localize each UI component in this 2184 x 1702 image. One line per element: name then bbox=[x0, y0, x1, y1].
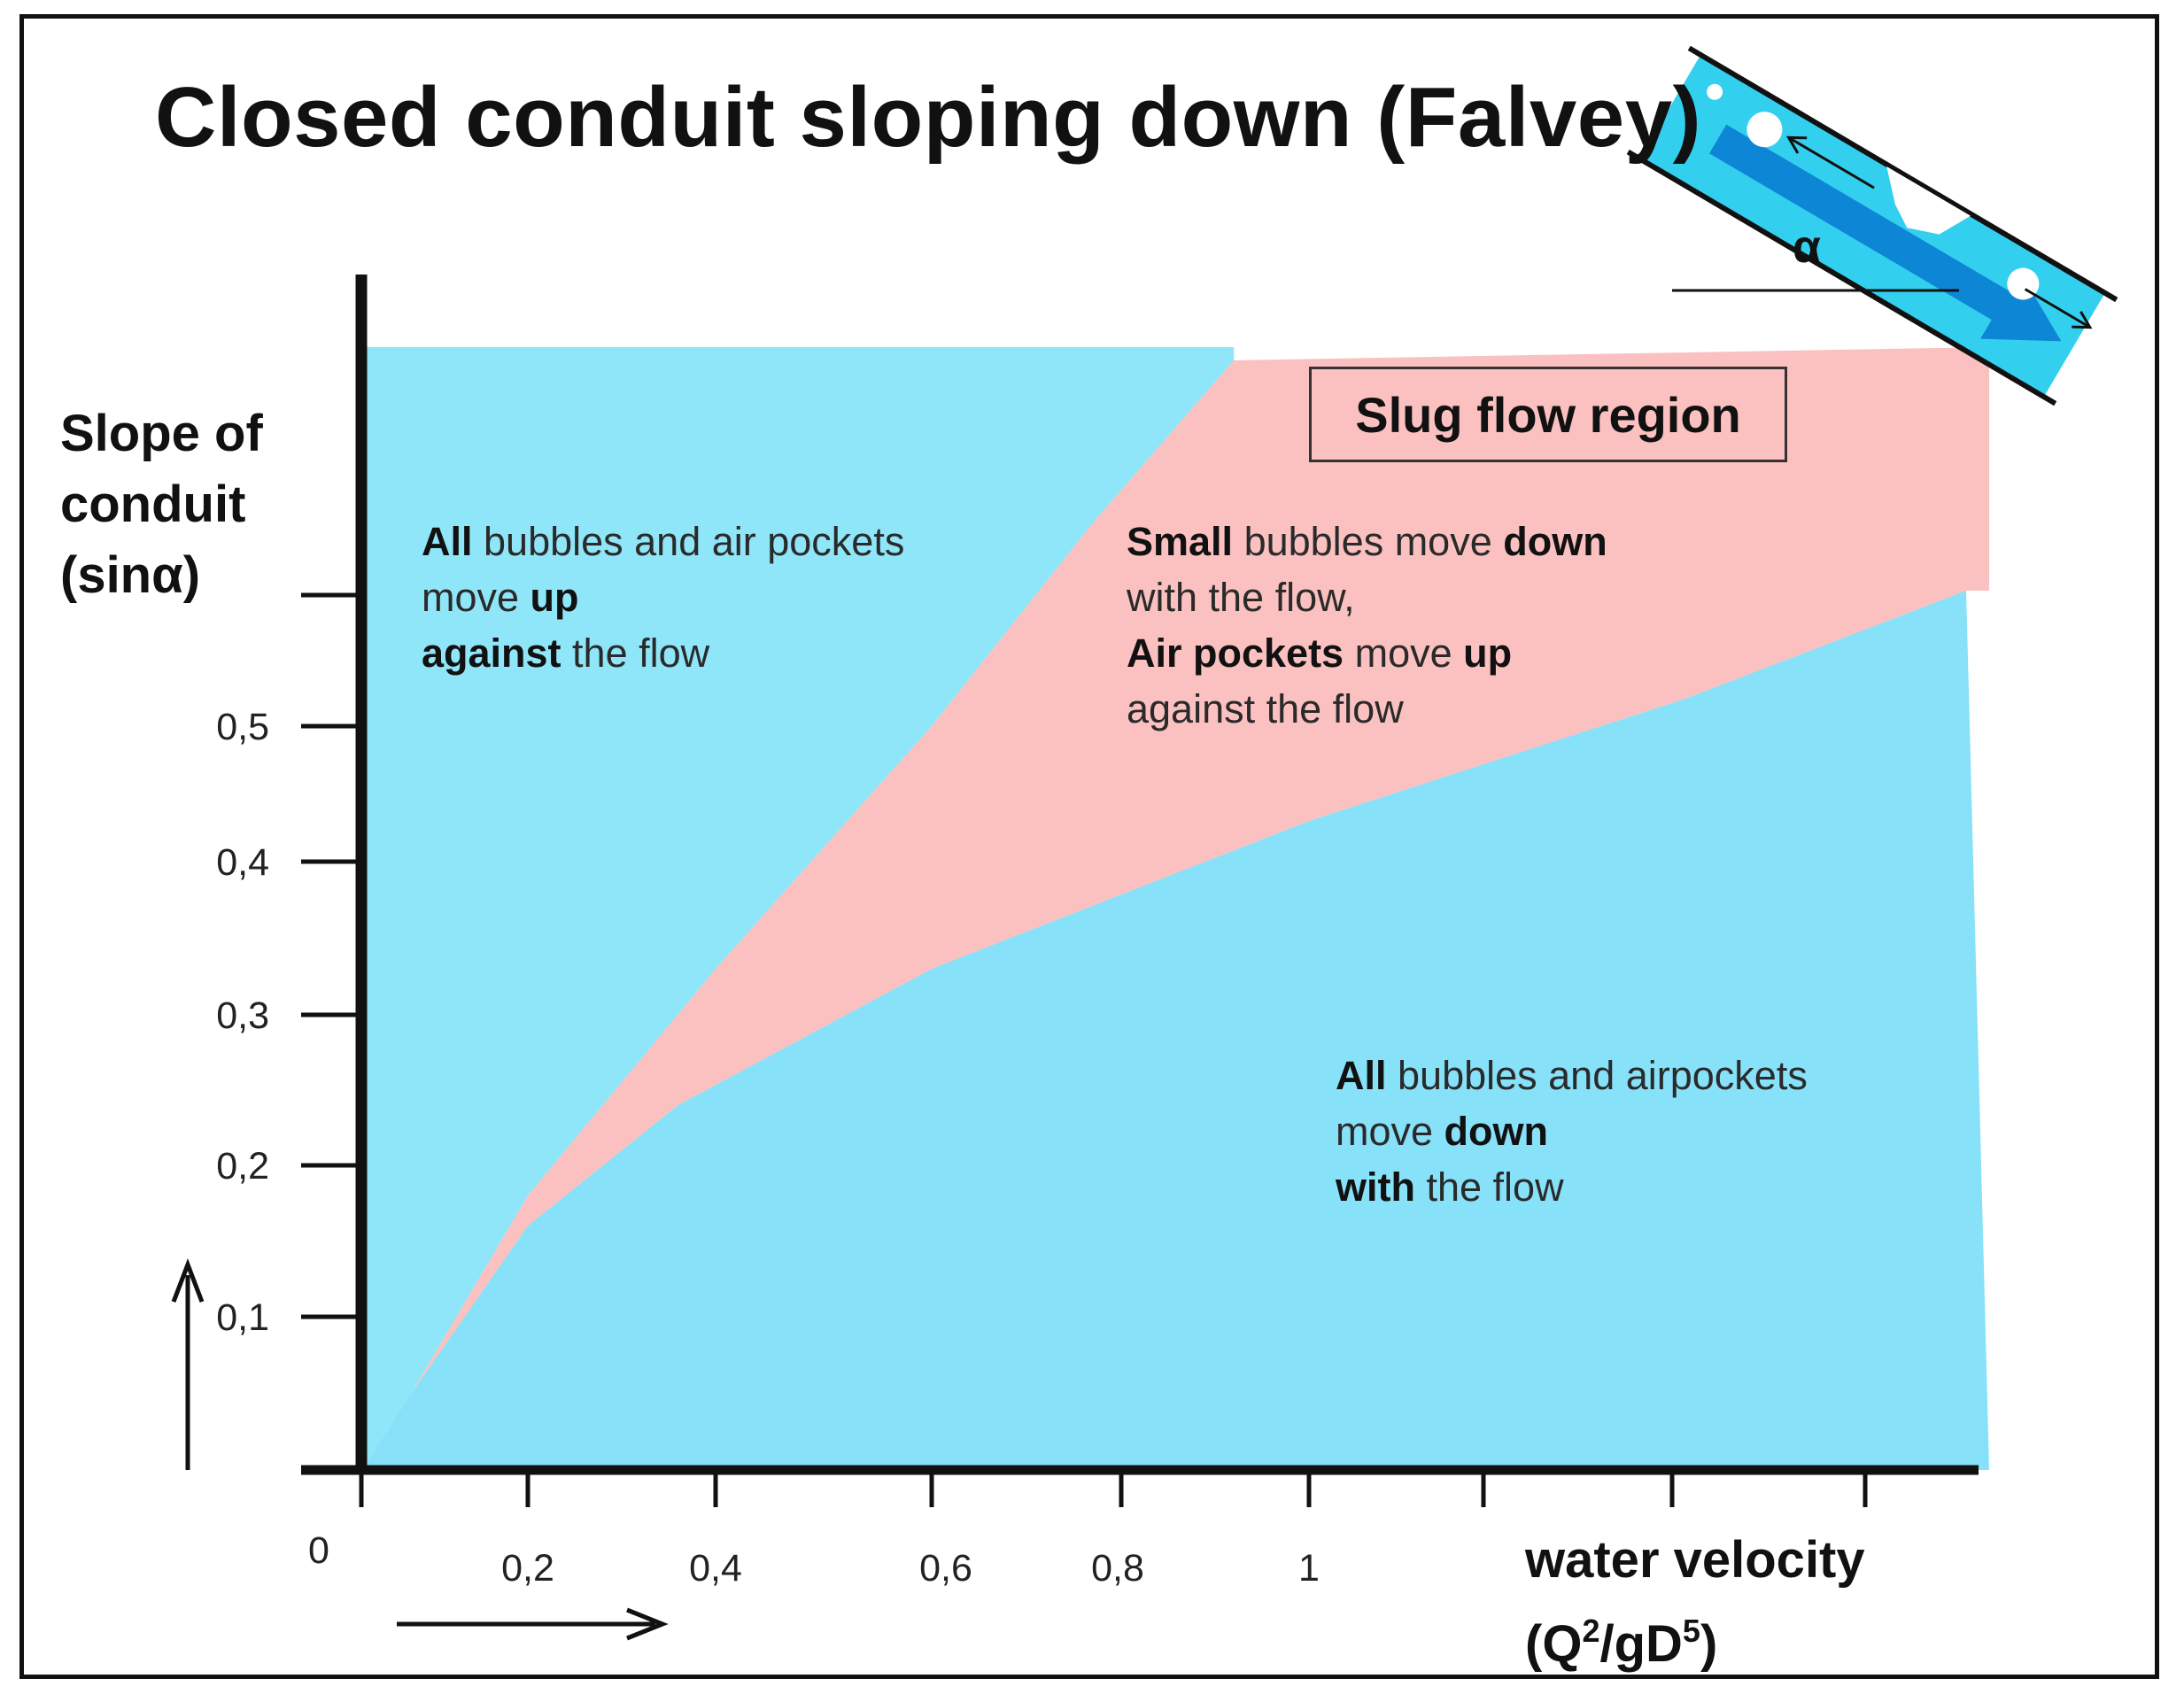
alpha-angle-label: α bbox=[1793, 221, 1821, 273]
bubble bbox=[1707, 83, 1723, 100]
axis-arrows bbox=[171, 1257, 669, 1641]
y-axis-label-line: (sinα) bbox=[60, 546, 201, 604]
y-tick-label: 0,5 bbox=[216, 706, 269, 748]
x-axis-label-line: water velocity bbox=[1525, 1531, 1865, 1589]
region-down-text: All bubbles and airpockets move down wit… bbox=[1336, 1053, 1808, 1210]
axes bbox=[301, 275, 1979, 1475]
y-tick-label: 0,3 bbox=[216, 994, 269, 1037]
conduit-top-wall bbox=[1687, 45, 2118, 303]
bubble bbox=[1746, 112, 1783, 148]
region-up-text: All bubbles and air pockets move up agai… bbox=[422, 519, 905, 676]
flow-arrowhead bbox=[1980, 271, 2062, 342]
y-tick-label: 0,2 bbox=[216, 1145, 269, 1188]
x-arrowhead bbox=[626, 1607, 669, 1641]
slug-flow-region-label: Slug flow region bbox=[1309, 367, 1787, 462]
down-arrowhead bbox=[2072, 311, 2093, 329]
y-tick-label: 0,1 bbox=[216, 1296, 269, 1339]
region-down-area bbox=[361, 591, 1989, 1470]
conduit-inset: α bbox=[1626, 45, 2118, 406]
x-tick-label: 1 bbox=[1298, 1547, 1320, 1590]
down-arrow bbox=[2024, 288, 2089, 328]
x-tick-label: 0,2 bbox=[501, 1547, 554, 1590]
conduit-diagram bbox=[1626, 45, 2118, 406]
chart-title: Closed conduit sloping down (Falvey) bbox=[155, 70, 1702, 165]
up-arrow bbox=[1789, 136, 1875, 190]
region-up-area bbox=[361, 347, 1235, 1470]
up-arrowhead bbox=[1785, 135, 1808, 154]
y-axis-label-line: Slope of bbox=[60, 405, 263, 462]
y-axis-label: Slope of conduit (sinα) bbox=[60, 398, 263, 611]
regions bbox=[361, 347, 1989, 1470]
y-tick-label: 0,4 bbox=[216, 841, 269, 884]
region-slug-area bbox=[361, 347, 1989, 1470]
y-axis-label-line: conduit bbox=[60, 476, 246, 533]
flow-arrow bbox=[1709, 124, 2025, 329]
y-arrowhead bbox=[171, 1257, 205, 1303]
x-axis-label-formula: (Q2/gD5) bbox=[1525, 1613, 1718, 1673]
region-slug-text: Small bubbles move down with the flow, A… bbox=[1127, 519, 1607, 731]
air-pocket bbox=[1886, 166, 1971, 235]
x-axis-label: water velocity (Q2/gD5) bbox=[1525, 1525, 1865, 1680]
x-tick-label: 0,4 bbox=[689, 1547, 742, 1590]
conduit-bottom-wall bbox=[1626, 149, 2057, 406]
x-tick-label: 0,6 bbox=[919, 1547, 972, 1590]
x-tick-label: 0 bbox=[308, 1529, 329, 1572]
x-tick-label: 0,8 bbox=[1091, 1547, 1144, 1590]
ticks: 0 0,2 0,4 0,6 0,8 1 0,1 0,2 0,3 0,4 0,5 bbox=[216, 592, 1868, 1590]
